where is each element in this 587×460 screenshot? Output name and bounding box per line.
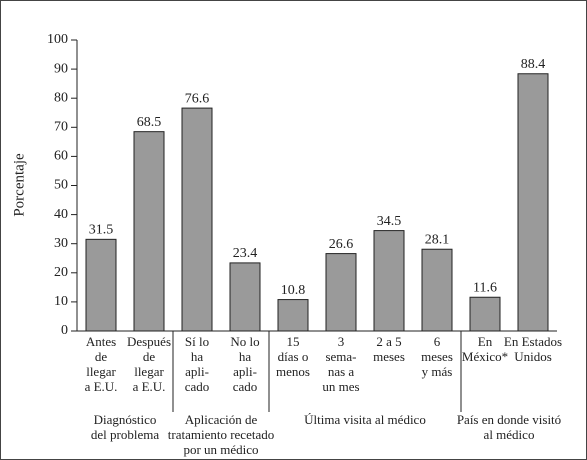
x-tick-label: ha — [191, 349, 204, 364]
x-tick-label: 3 — [338, 334, 345, 349]
y-tick-label: 30 — [54, 236, 68, 251]
x-tick-label: llegar — [134, 364, 164, 379]
y-tick-label: 40 — [54, 207, 68, 222]
bar — [469, 296, 501, 332]
x-tick-label: No lo — [230, 334, 259, 349]
bar — [277, 299, 309, 332]
x-tick-label: a E.U. — [133, 379, 166, 394]
x-tick-label: México* — [462, 349, 508, 364]
value-label: 88.4 — [521, 57, 546, 72]
group-label: Última visita al médico — [304, 412, 426, 427]
group-label: tratamiento recetado — [168, 427, 274, 442]
x-tick-label: Después — [127, 334, 171, 349]
x-tick-label: meses — [373, 349, 405, 364]
value-label: 68.5 — [137, 115, 162, 130]
bar — [85, 238, 117, 332]
y-tick-label: 100 — [47, 32, 68, 47]
value-label: 76.6 — [185, 91, 210, 106]
x-tick-label: Sí lo — [185, 334, 209, 349]
bar — [421, 248, 453, 332]
x-tick-label: nas a — [328, 364, 355, 379]
y-tick-label: 80 — [54, 90, 68, 105]
x-tick-label: meses — [421, 349, 453, 364]
x-tick-label: de — [143, 349, 156, 364]
x-tick-label: 15 — [287, 334, 300, 349]
group-label: Aplicación de — [185, 412, 258, 427]
y-tick-label: 10 — [54, 294, 68, 309]
x-tick-label: apli- — [185, 364, 209, 379]
x-tick-label: Antes — [86, 334, 116, 349]
bar — [181, 107, 213, 332]
bar — [517, 73, 549, 332]
value-label: 34.5 — [377, 214, 402, 229]
group-label: País en donde visitó — [457, 412, 561, 427]
x-tick-label: a E.U. — [85, 379, 118, 394]
y-tick-label: 70 — [54, 120, 68, 135]
x-tick-label: 6 — [434, 334, 441, 349]
y-tick-label: 60 — [54, 149, 68, 164]
x-tick-label: de — [95, 349, 108, 364]
value-label: 11.6 — [473, 280, 497, 295]
x-tick-label: días o — [278, 349, 309, 364]
y-tick-label: 20 — [54, 265, 68, 280]
y-tick-label: 0 — [61, 323, 68, 338]
value-label: 23.4 — [233, 246, 258, 261]
x-tick-label: sema- — [325, 349, 356, 364]
group-label: del problema — [91, 427, 159, 442]
x-tick-label: cado — [233, 379, 258, 394]
y-tick-label: 50 — [54, 178, 68, 193]
x-tick-label: ha — [239, 349, 252, 364]
value-label: 28.1 — [425, 232, 450, 247]
bar — [229, 262, 261, 332]
x-tick-label: cado — [185, 379, 210, 394]
x-tick-label: 2 a 5 — [376, 334, 401, 349]
x-tick-label: apli- — [233, 364, 257, 379]
value-label: 10.8 — [281, 283, 306, 298]
value-label: 31.5 — [89, 223, 114, 238]
x-tick-label: menos — [276, 364, 310, 379]
x-tick-label: En Estados — [504, 334, 562, 349]
y-axis-label: Porcentaje — [11, 153, 27, 217]
x-tick-label: y más — [422, 364, 453, 379]
value-label: 26.6 — [329, 237, 354, 252]
bar — [133, 131, 165, 332]
y-tick-label: 90 — [54, 61, 68, 76]
group-label: por un médico — [183, 442, 258, 457]
x-tick-label: llegar — [86, 364, 116, 379]
x-tick-label: un mes — [322, 379, 359, 394]
bar — [325, 253, 357, 332]
group-label: Diagnóstico — [94, 412, 157, 427]
bar — [373, 230, 405, 332]
x-tick-label: En — [478, 334, 493, 349]
group-label: al médico — [484, 427, 535, 442]
x-tick-label: Unidos — [514, 349, 552, 364]
